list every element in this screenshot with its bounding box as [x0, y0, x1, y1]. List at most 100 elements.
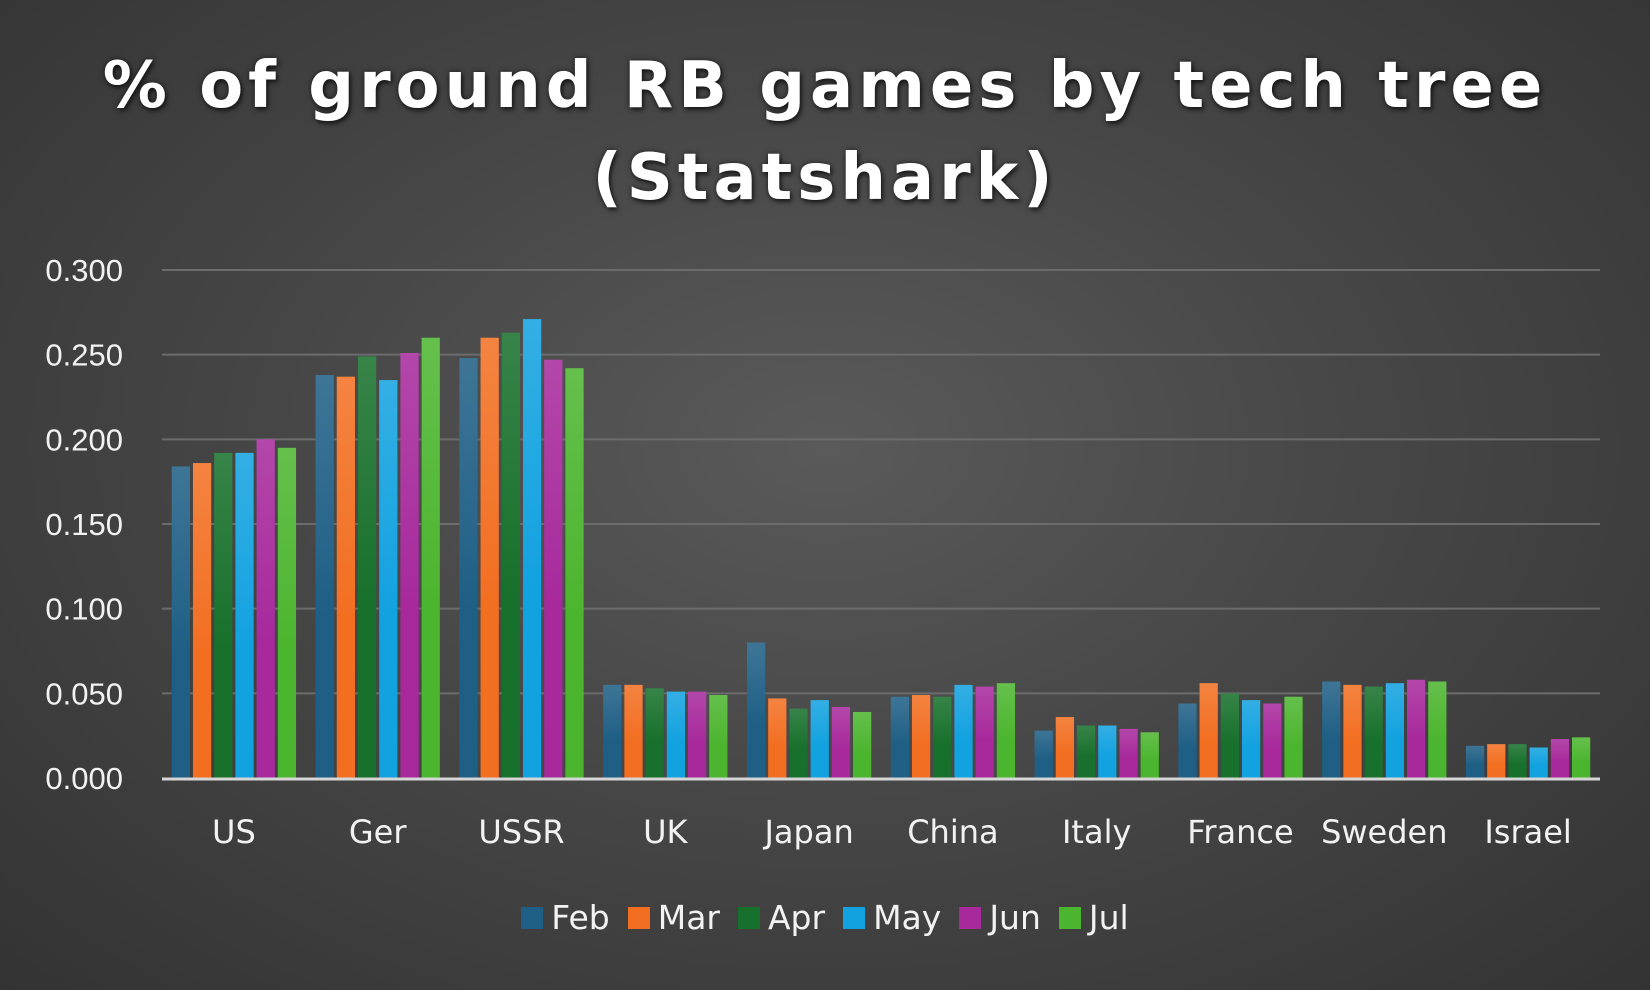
bar-shade [256, 439, 275, 778]
bar-shade [1343, 684, 1362, 778]
bar-shade [1178, 703, 1197, 778]
legend-label: Jul [1088, 898, 1129, 937]
bar-jun-sweden [1406, 679, 1426, 778]
bar-jun-france [1263, 703, 1282, 778]
bar-shade [666, 691, 686, 778]
bar-mar-ger [336, 376, 356, 778]
bar-shade [890, 696, 909, 778]
category-label: Ger [349, 813, 407, 851]
category-label: UK [643, 813, 688, 851]
legend-swatch [1058, 906, 1081, 929]
bar-shade [1487, 744, 1506, 778]
category-label: Italy [1062, 813, 1131, 851]
bar-mar-us [192, 463, 212, 778]
bar-shade [810, 700, 829, 778]
bar-jul-sweden [1428, 681, 1447, 778]
bar-jun-uk [687, 691, 707, 778]
legend-swatch [843, 906, 866, 929]
legend: Feb Mar Apr May Jun Jul [0, 898, 1650, 937]
category-label: USSR [478, 813, 564, 851]
bar-jun-italy [1119, 728, 1138, 778]
bar-mar-japan [768, 698, 787, 778]
bar-feb-ussr [459, 358, 478, 778]
y-tick-label: 0.150 [45, 507, 123, 542]
bar-shade [831, 706, 851, 778]
bar-feb-sweden [1322, 681, 1341, 778]
bar-shade [1119, 728, 1138, 778]
bar-jul-israel [1572, 737, 1591, 778]
bar-shade [768, 698, 787, 778]
bar-shade [746, 642, 766, 778]
bar-may-israel [1529, 747, 1548, 778]
legend-item-apr: Apr [737, 898, 825, 937]
y-tick-label: 0.100 [45, 592, 123, 627]
bar-mar-ussr [480, 337, 499, 778]
bar-shade [1428, 681, 1447, 778]
bar-shade [709, 695, 728, 778]
category-label: US [212, 813, 256, 851]
bar-jul-ussr [565, 368, 584, 778]
bars [171, 319, 1591, 778]
bar-feb-uk [603, 684, 622, 778]
gridlines [162, 269, 1600, 695]
legend-swatch [959, 906, 982, 929]
legend-label: Jun [989, 898, 1041, 937]
y-tick-label: 0.250 [45, 338, 123, 373]
bar-shade [357, 356, 377, 778]
bar-shade [480, 337, 499, 778]
legend-item-jun: Jun [959, 898, 1041, 937]
bar-jun-ussr [544, 359, 563, 778]
y-tick-label: 0.000 [45, 761, 123, 796]
legend-item-may: May [843, 898, 941, 937]
bar-shade [400, 352, 419, 778]
bar-may-china [954, 684, 973, 778]
bar-shade [1140, 732, 1159, 778]
legend-label: Feb [551, 898, 610, 937]
bar-may-uk [666, 691, 686, 778]
legend-swatch [521, 906, 544, 929]
bar-jun-china [975, 686, 994, 778]
bar-shade [789, 708, 808, 778]
bar-shade [954, 684, 973, 778]
bar-shade [235, 452, 254, 778]
bar-shade [1572, 737, 1591, 778]
bar-apr-sweden [1364, 686, 1383, 778]
bar-jul-ger [421, 337, 440, 778]
bar-shade [1199, 683, 1218, 778]
bar-may-italy [1098, 725, 1117, 778]
legend-label: May [873, 898, 942, 937]
bar-apr-france [1220, 693, 1240, 778]
bar-feb-japan [746, 642, 766, 778]
bar-jul-uk [709, 695, 728, 778]
category-label: Israel [1484, 813, 1571, 851]
x-axis-categories: US Ger USSR UK Japan China Italy France Sweden Is… [212, 813, 1572, 851]
bar-may-ussr [522, 319, 542, 778]
bar-shade [1034, 730, 1053, 778]
bar-shade [645, 688, 664, 778]
bar-apr-uk [645, 688, 664, 778]
bar-shade [1076, 725, 1096, 778]
category-label: France [1187, 813, 1293, 851]
bar-shade [1508, 744, 1527, 778]
bar-shade [1465, 745, 1485, 778]
chart-title-line-2: (Statshark) [592, 141, 1058, 215]
bar-shade [1220, 693, 1240, 778]
bar-apr-ger [357, 356, 377, 778]
bar-feb-italy [1034, 730, 1053, 778]
bar-may-france [1241, 700, 1261, 778]
bar-shade [1284, 696, 1303, 778]
bar-mar-sweden [1343, 684, 1362, 778]
category-label: Japan [762, 813, 853, 851]
bar-jun-us [256, 439, 275, 778]
bar-shade [501, 332, 521, 778]
bar-mar-uk [624, 684, 643, 778]
y-tick-label: 0.300 [45, 253, 123, 288]
bar-shade [1529, 747, 1548, 778]
bar-may-sweden [1385, 683, 1405, 778]
bar-shade [459, 358, 478, 778]
bar-shade [421, 337, 440, 778]
bar-shade [624, 684, 643, 778]
bar-apr-china [933, 696, 952, 778]
category-label: China [907, 813, 998, 851]
bar-shade [975, 686, 994, 778]
